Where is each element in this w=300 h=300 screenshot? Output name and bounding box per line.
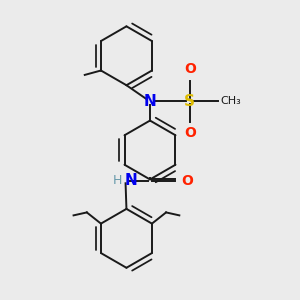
Text: O: O <box>181 174 193 188</box>
Text: CH₃: CH₃ <box>221 96 242 106</box>
Text: S: S <box>184 94 195 109</box>
Text: N: N <box>124 173 137 188</box>
Text: O: O <box>184 62 196 76</box>
Text: O: O <box>184 126 196 140</box>
Text: H: H <box>113 174 122 187</box>
Text: N: N <box>144 94 156 109</box>
